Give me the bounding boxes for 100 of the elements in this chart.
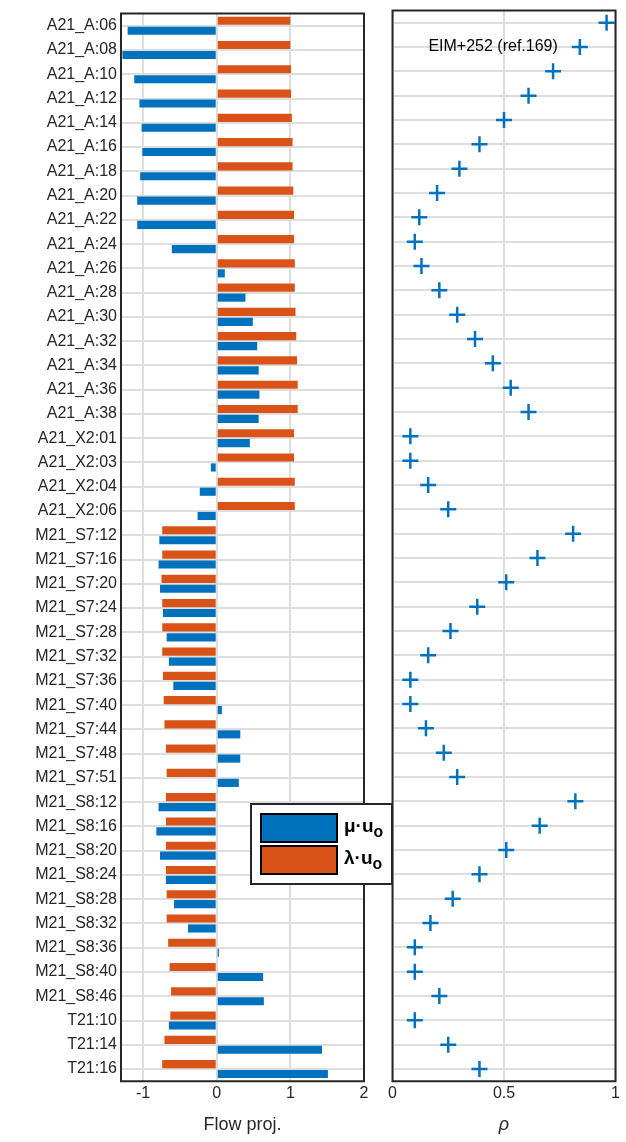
- bar: [165, 793, 216, 802]
- bar: [127, 26, 216, 35]
- bar: [217, 997, 264, 1006]
- bar: [171, 987, 216, 996]
- x-tick-label: 0: [388, 1084, 398, 1102]
- bar: [122, 50, 216, 60]
- x-tick-label: -1: [135, 1084, 151, 1102]
- bar: [217, 778, 239, 787]
- bar: [217, 89, 292, 98]
- point: [434, 743, 454, 762]
- bar: [217, 414, 259, 423]
- bar: [170, 1011, 216, 1020]
- legend-label: λ·u$_{o}$: [344, 847, 383, 873]
- point: [470, 135, 489, 154]
- bar: [166, 768, 216, 778]
- bar: [217, 356, 297, 365]
- bar: [165, 865, 216, 875]
- bar: [217, 65, 292, 74]
- x-axis-title: Flow proj.: [203, 1114, 282, 1135]
- y-tick-label: A21_A:32: [46, 331, 118, 350]
- y-tick-label: M21_S7:16: [35, 549, 118, 568]
- point: [447, 305, 467, 324]
- y-tick-label: M21_S8:32: [35, 913, 118, 932]
- point: [410, 208, 429, 227]
- bar: [137, 220, 216, 229]
- point: [496, 573, 516, 592]
- bar: [217, 390, 260, 399]
- point: [441, 621, 460, 641]
- point: [412, 256, 431, 276]
- bar: [217, 269, 225, 278]
- bar: [162, 647, 216, 656]
- bar: [171, 245, 216, 254]
- bar: [217, 706, 222, 715]
- bar: [173, 681, 216, 690]
- y-tick-label: M21_S7:24: [35, 598, 118, 617]
- bar: [160, 584, 216, 593]
- bar: [164, 1035, 216, 1044]
- y-tick-label: A21_A:34: [46, 355, 118, 374]
- point: [401, 694, 420, 714]
- y-tick-label: A21_A:08: [46, 40, 118, 59]
- bar: [217, 210, 295, 219]
- y-tick-label: M21_S8:24: [35, 865, 118, 884]
- bar: [174, 900, 216, 909]
- point: [405, 938, 425, 957]
- y-tick-label: M21_S8:40: [35, 962, 118, 981]
- bar: [217, 1045, 323, 1054]
- point: [501, 378, 520, 397]
- bar: [217, 186, 294, 195]
- bar: [162, 608, 216, 618]
- bar: [159, 536, 216, 545]
- y-tick-label: M21_S7:12: [35, 525, 118, 544]
- bar: [217, 366, 259, 375]
- bar: [217, 138, 293, 147]
- x-axis-title: ρ: [497, 1114, 510, 1135]
- y-tick-label: M21_S7:44: [35, 719, 118, 738]
- bar: [142, 147, 216, 157]
- bar: [217, 380, 298, 389]
- point: [470, 1059, 489, 1079]
- bar: [199, 487, 216, 496]
- bar: [137, 196, 216, 205]
- bar: [217, 477, 295, 486]
- bar: [217, 342, 258, 351]
- bar: [188, 924, 216, 933]
- bar: [217, 235, 295, 244]
- bar: [217, 1069, 328, 1079]
- bar: [165, 744, 216, 753]
- bar: [168, 938, 216, 947]
- point: [563, 524, 583, 543]
- point: [405, 962, 425, 981]
- y-tick-label: A21_X2:03: [37, 452, 118, 471]
- point: [418, 475, 438, 495]
- y-tick-label: M21_S8:20: [35, 841, 118, 860]
- bar: [165, 817, 216, 826]
- bar: [217, 259, 295, 268]
- bar: [158, 803, 216, 812]
- bar: [217, 16, 291, 25]
- bar: [217, 429, 295, 438]
- point: [467, 597, 487, 616]
- bar: [168, 1021, 216, 1030]
- bar: [210, 463, 216, 472]
- bar: [217, 40, 291, 50]
- point: [519, 402, 538, 422]
- y-tick-label: A21_A:22: [46, 210, 118, 229]
- y-tick-label: M21_S8:36: [35, 938, 118, 957]
- point: [405, 232, 425, 251]
- bar: [217, 293, 246, 302]
- point: [416, 719, 436, 738]
- bar: [217, 439, 250, 448]
- bar: [162, 526, 216, 535]
- y-tick-label: A21_X2:04: [37, 477, 118, 496]
- y-tick-label: A21_A:20: [46, 185, 118, 204]
- bar: [217, 453, 295, 462]
- y-tick-label: A21_A:24: [46, 234, 118, 253]
- point: [401, 451, 420, 470]
- y-tick-label: A21_A:38: [46, 404, 118, 423]
- y-tick-label: T21:14: [67, 1035, 118, 1053]
- bar: [156, 827, 216, 836]
- y-tick-label: A21_A:18: [46, 161, 118, 180]
- bar: [217, 404, 298, 414]
- y-tick-label: M21_S7:36: [35, 671, 118, 690]
